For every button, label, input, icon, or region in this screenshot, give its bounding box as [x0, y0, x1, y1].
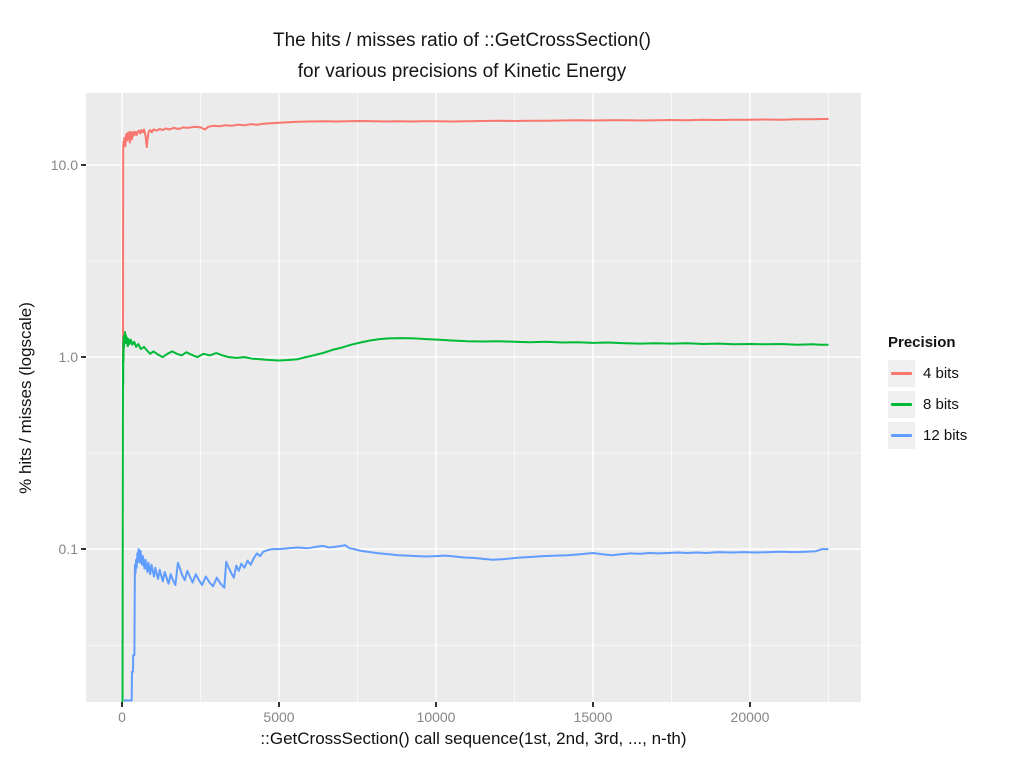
plot-title-line1: The hits / misses ratio of ::GetCrossSec… [272, 30, 651, 51]
y-tick-mark [81, 164, 86, 166]
plot-svg [86, 93, 861, 702]
x-tick-mark [278, 702, 280, 707]
legend-title: Precision [888, 334, 956, 351]
x-axis-title: ::GetCrossSection() call sequence(1st, 2… [260, 729, 687, 748]
x-tick-mark [592, 702, 594, 707]
x-tick-mark [749, 702, 751, 707]
y-tick-label: 10.0 [50, 157, 78, 173]
y-tick-mark [81, 548, 86, 550]
y-tick-label: 0.1 [58, 541, 78, 557]
plot-panel [86, 93, 861, 702]
x-tick-label: 15000 [573, 709, 613, 725]
legend-key [888, 422, 915, 449]
x-tick-label: 20000 [730, 709, 770, 725]
legend-entry-4-bits: 4 bits [888, 360, 967, 387]
legend: Precision 4 bits 8 bits 12 bits [888, 334, 967, 453]
legend-entry-8-bits: 8 bits [888, 391, 967, 418]
legend-key-line-icon [891, 434, 912, 437]
y-tick-mark [81, 356, 86, 358]
series-line-4-bits [122, 118, 829, 374]
y-tick-label: 1.0 [58, 349, 78, 365]
legend-key-line-icon [891, 403, 912, 406]
legend-entry-label: 8 bits [923, 396, 959, 413]
legend-entry-label: 4 bits [923, 365, 959, 382]
series-line-12-bits [124, 544, 829, 702]
legend-entry-label: 12 bits [923, 427, 968, 444]
legend-key [888, 391, 915, 418]
x-tick-mark [435, 702, 437, 707]
legend-key [888, 360, 915, 387]
x-tick-label: 10000 [416, 709, 456, 725]
y-axis-title: % hits / misses (logscale) [16, 302, 35, 494]
legend-entry-12-bits: 12 bits [888, 422, 967, 449]
x-tick-label: 0 [118, 709, 126, 725]
x-tick-label: 5000 [263, 709, 295, 725]
series-line-8-bits [121, 331, 829, 702]
plot-title: The hits / misses ratio of ::GetCrossSec… [36, 25, 888, 87]
legend-key-line-icon [891, 372, 912, 375]
x-tick-mark [121, 702, 123, 707]
plot-title-line2: for various precisions of Kinetic Energy [297, 61, 627, 82]
